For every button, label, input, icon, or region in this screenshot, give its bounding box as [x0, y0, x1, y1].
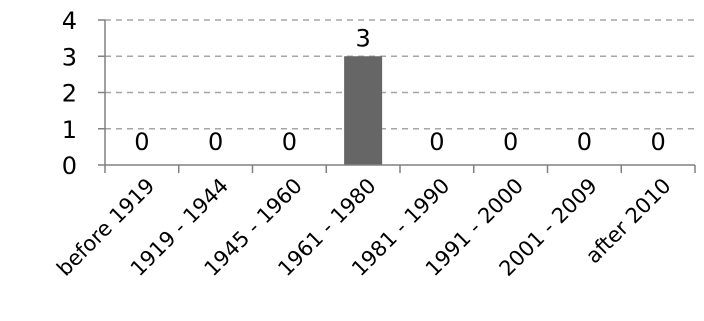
gridlines	[105, 19, 695, 130]
data-label: 0	[208, 128, 223, 156]
data-label: 0	[134, 128, 149, 156]
y-tick-label: 0	[62, 152, 77, 180]
y-tick-label: 1	[62, 116, 77, 144]
bars	[344, 56, 383, 165]
data-label: 0	[429, 128, 444, 156]
data-label: 0	[282, 128, 297, 156]
y-tick-label: 3	[62, 43, 77, 71]
data-labels: 0 0 0 3 0 0 0 0	[134, 24, 666, 156]
y-tick-label: 4	[62, 7, 77, 35]
x-axis	[104, 20, 696, 173]
data-label: 0	[577, 128, 592, 156]
bar	[344, 56, 383, 165]
data-label: 3	[355, 24, 370, 52]
y-axis-ticks: 0 1 2 3 4	[62, 7, 105, 180]
data-label: 0	[650, 128, 665, 156]
y-tick-label: 2	[62, 80, 77, 108]
data-label: 0	[503, 128, 518, 156]
